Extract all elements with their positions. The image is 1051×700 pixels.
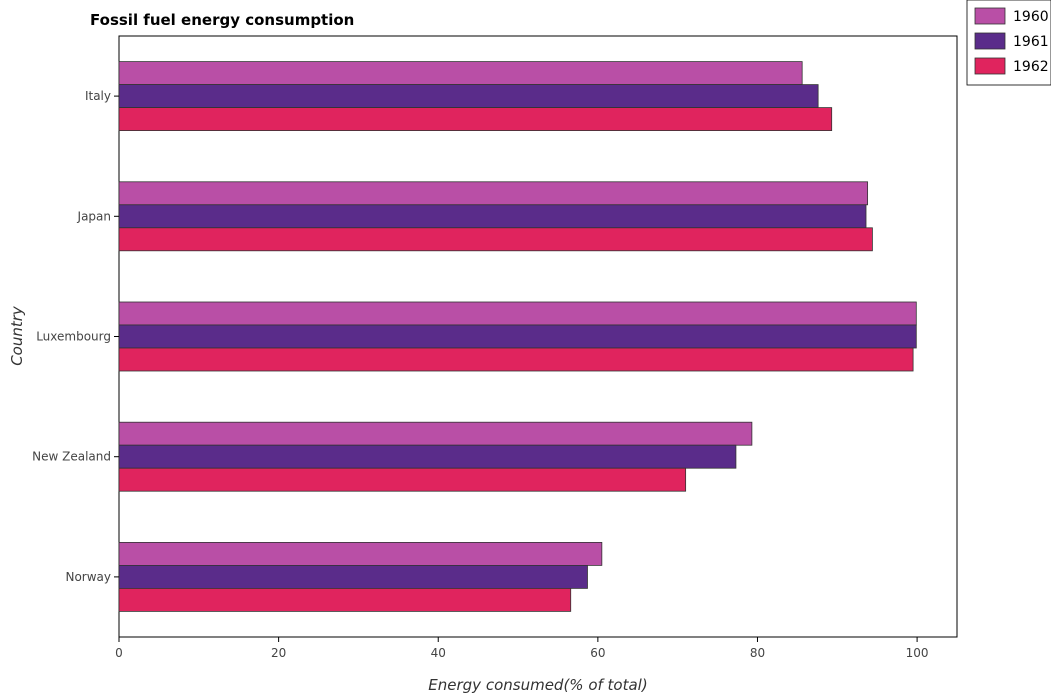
bar-japan-1960 [118,181,869,206]
x-tick-label: 40 [431,646,446,660]
bar-norway-1961 [118,565,588,589]
y-axis-label: Country [8,305,26,366]
chart-title: Fossil fuel energy consumption [90,11,354,29]
x-tick-label: 100 [906,646,929,660]
y-tick-label: Italy [85,89,111,103]
bar-luxembourg-1960 [118,301,917,326]
bar-italy-1961 [118,84,819,108]
y-tick-label: Japan [77,209,111,223]
y-tick-label: New Zealand [32,450,111,464]
y-axis: Italy Japan Luxembourg New Zealand Norway [32,89,119,584]
bars [118,61,917,612]
legend-swatch-1961 [974,32,1006,50]
x-tick-label: 0 [115,646,123,660]
x-axis-label: Energy consumed(% of total) [428,676,647,694]
y-tick-label: Norway [65,570,111,584]
bar-italy-1962 [118,107,833,131]
legend-label-1961: 1961 [1013,34,1049,50]
y-tick-label: Luxembourg [36,330,111,344]
x-tick-label: 80 [750,646,765,660]
bar-new-zealand-1962 [118,467,687,492]
bar-luxembourg-1962 [118,347,914,372]
bar-new-zealand-1960 [118,421,753,446]
legend-swatch-1960 [974,7,1006,25]
bar-norway-1962 [118,588,572,612]
legend-label-1960: 1960 [1013,9,1049,25]
legend: 1960 1961 1962 [966,0,1051,86]
x-axis: 0 20 40 60 80 100 [115,637,929,660]
bar-japan-1961 [118,204,867,229]
legend-swatch-1962 [974,57,1006,75]
bar-italy-1960 [118,61,803,85]
bar-new-zealand-1961 [118,444,737,469]
legend-label-1962: 1962 [1013,59,1049,75]
bar-norway-1960 [118,542,603,566]
bar-japan-1962 [118,227,873,252]
x-tick-label: 20 [271,646,286,660]
bar-luxembourg-1961 [118,324,917,349]
x-tick-label: 60 [590,646,605,660]
